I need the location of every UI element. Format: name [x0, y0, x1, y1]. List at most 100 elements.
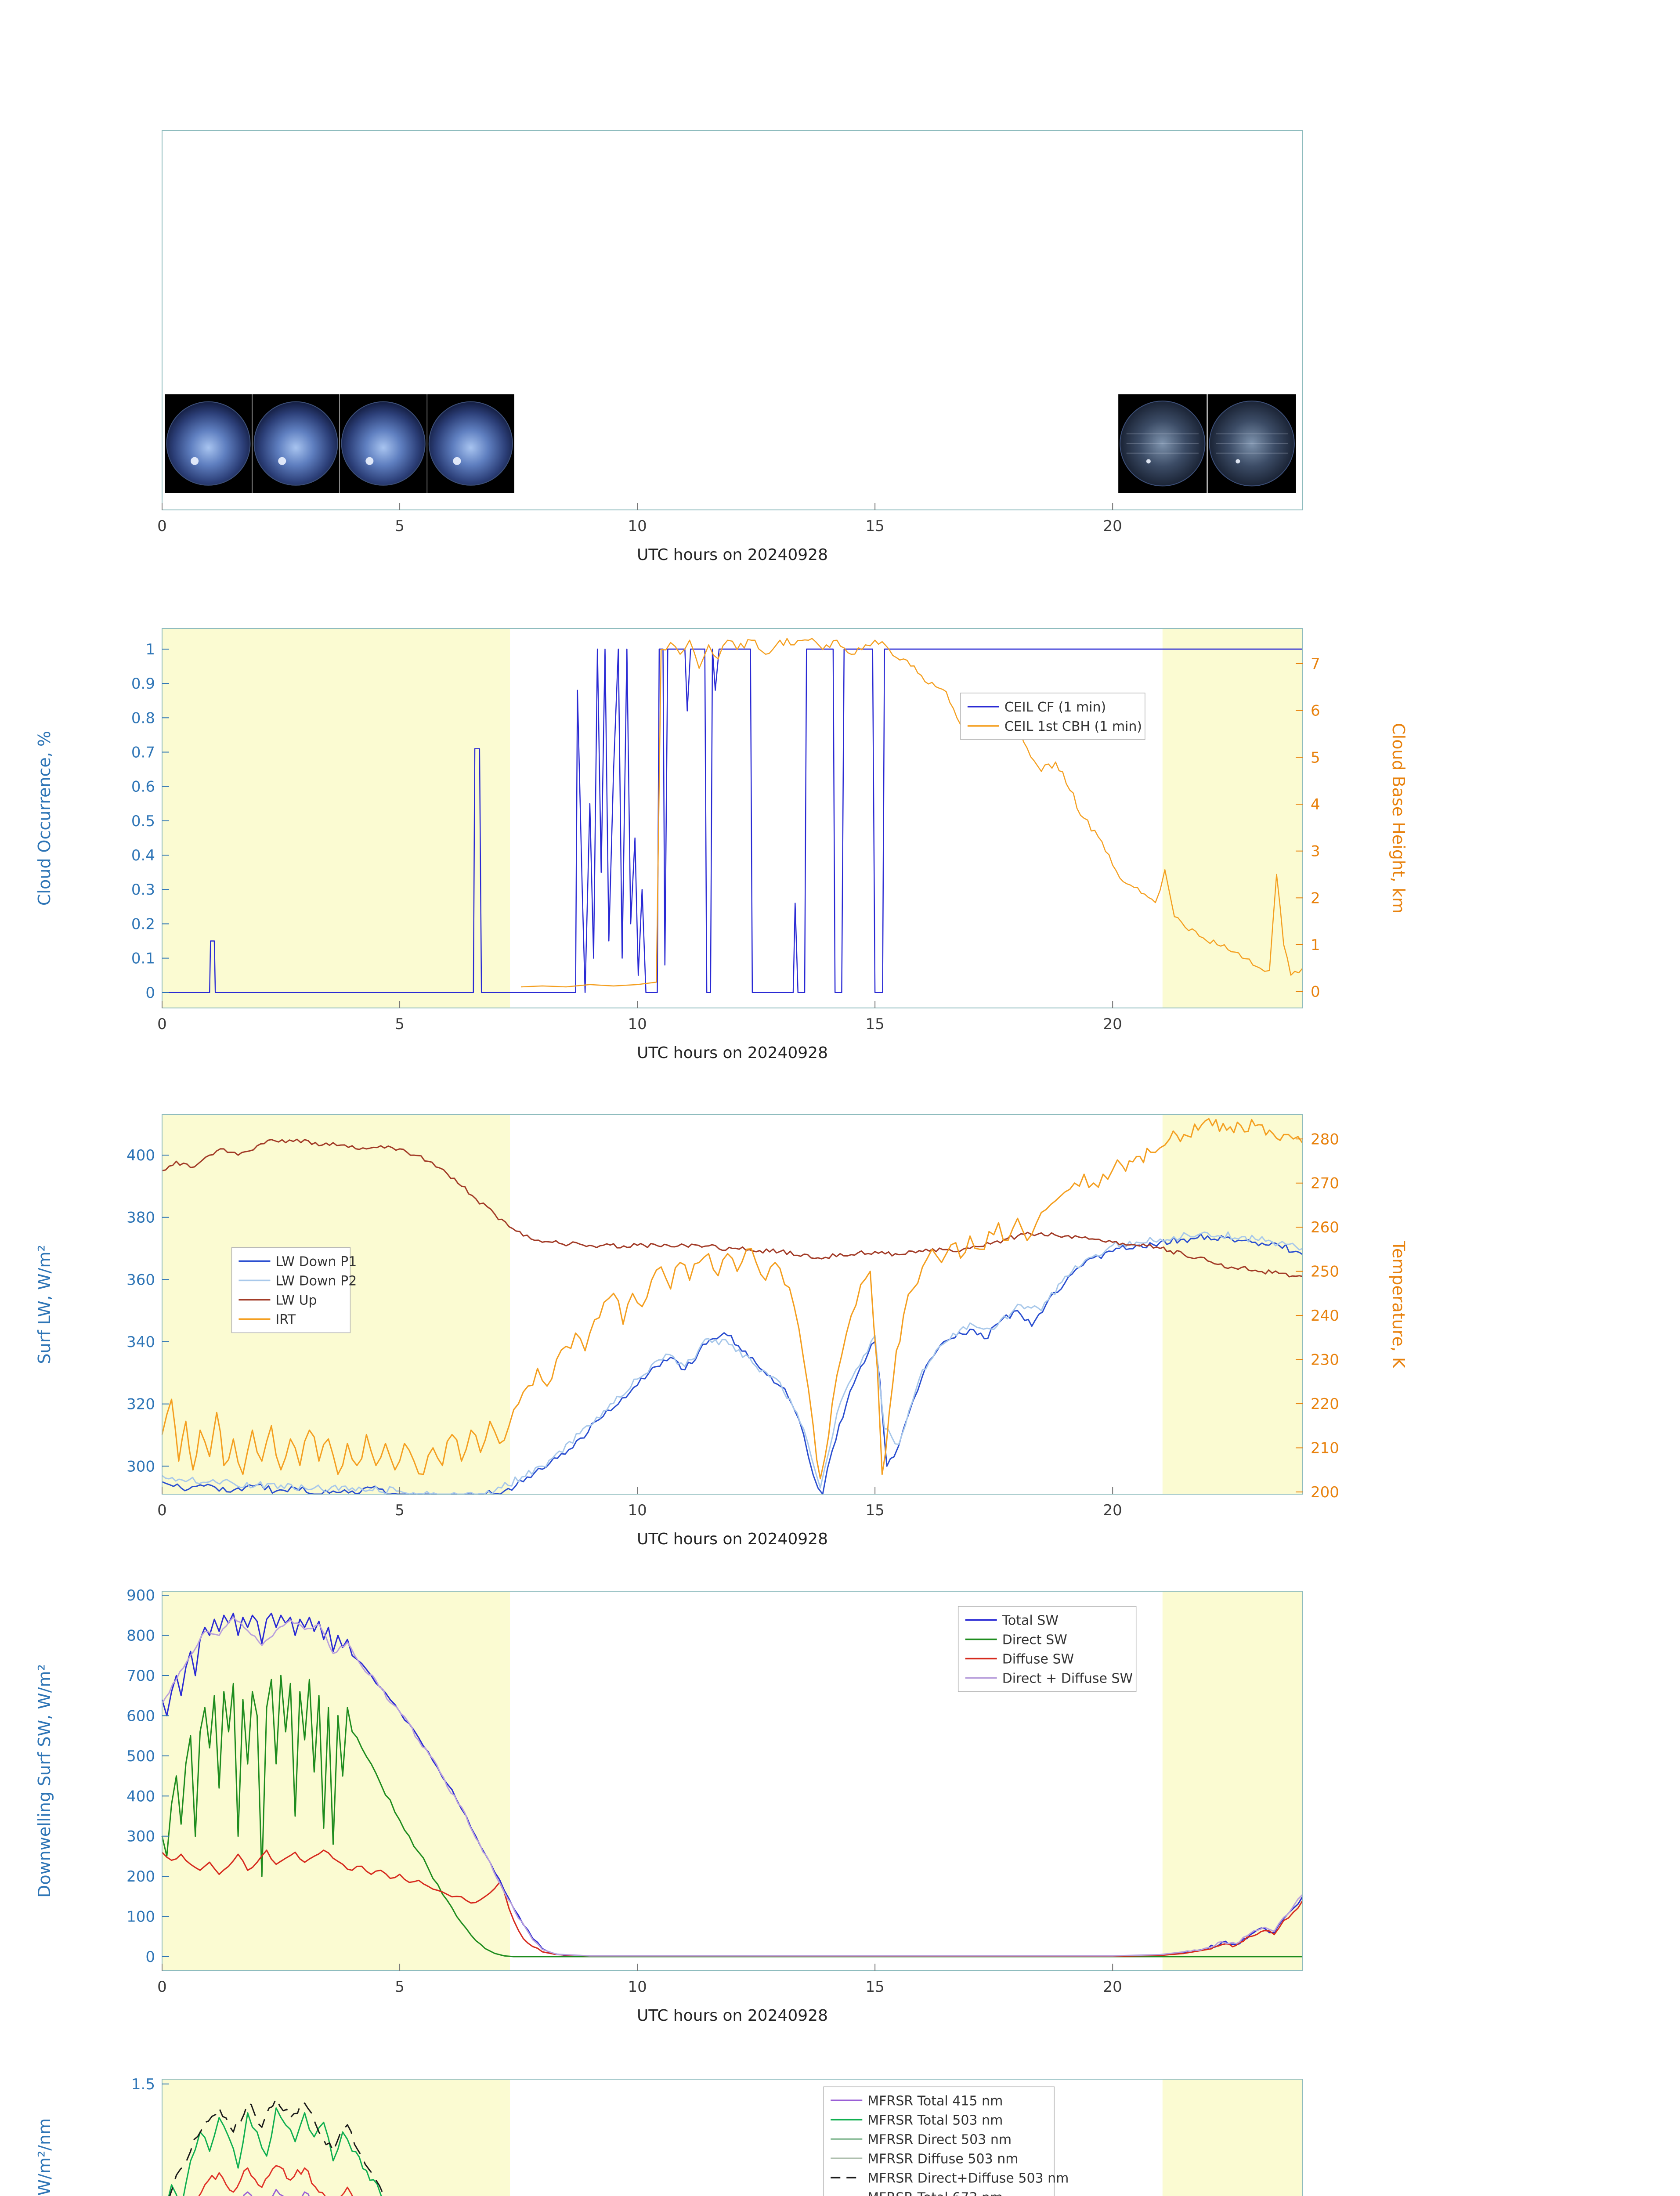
y-tick-label-left: 340 [126, 1333, 155, 1351]
y-tick-label-left: 300 [126, 1458, 155, 1475]
chart-surface-longwave: 0 5 10 15 20 300 320 340 360 380 400 200 210 220 230 24… [35, 1114, 1408, 1548]
legend-label: CEIL 1st CBH (1 min) [1004, 719, 1142, 734]
legend [823, 2086, 1055, 2196]
legend [960, 693, 1145, 740]
x-tick-label: 10 [628, 1978, 647, 1996]
shaded-region [1162, 1115, 1303, 1494]
x-tick-label: 20 [1103, 517, 1122, 535]
sun-glint-icon [1146, 459, 1151, 464]
x-tick-label: 10 [628, 1015, 647, 1033]
x-tick-label: 20 [1103, 1015, 1122, 1033]
y-tick-label-left: 0.3 [131, 881, 155, 899]
legend-label: IRT [275, 1312, 296, 1327]
x-tick-label: 15 [865, 1502, 884, 1519]
y-tick-label-right: 5 [1311, 749, 1320, 766]
y-tick-label-left: 0.6 [131, 778, 155, 796]
x-tick-label: 5 [395, 517, 405, 535]
sun-glint-icon [278, 457, 286, 465]
x-tick-label: 15 [865, 1978, 884, 1996]
y-axis-label-left: Downwelling Surf SW, W/m² [35, 1664, 54, 1898]
series-MFRSR Total 673 nm [198, 2165, 354, 2196]
y-tick-label-left: 0.8 [131, 709, 155, 727]
plot-box [162, 628, 1303, 1008]
sun-glint-icon [191, 457, 199, 465]
x-tick-label: 0 [157, 517, 167, 535]
x-axis-label: UTC hours on 20240928 [637, 2007, 828, 2025]
y-tick-label-left: 100 [126, 1908, 155, 1926]
x-tick-label: 0 [157, 1015, 167, 1033]
y-tick-label-left: 400 [126, 1788, 155, 1805]
x-tick-label: 20 [1103, 1502, 1122, 1519]
legend-label: CEIL CF (1 min) [1004, 700, 1106, 715]
y-tick-label-right: 230 [1311, 1351, 1339, 1369]
legend-label: Diffuse SW [1002, 1652, 1074, 1667]
y-tick-label-left: 360 [126, 1271, 155, 1289]
x-tick-label: 5 [395, 1502, 405, 1519]
legend-label: MFRSR Total 673 nm [867, 2190, 1003, 2196]
x-tick-label: 0 [157, 1502, 167, 1519]
y-tick-label-right: 200 [1311, 1484, 1339, 1501]
x-tick-label: 0 [157, 1978, 167, 1996]
legend-label: MFRSR Total 415 nm [867, 2093, 1003, 2109]
y-tick-label-right: 210 [1311, 1440, 1339, 1457]
y-tick-label-left: 1.5 [131, 2076, 155, 2093]
y-tick-label-left: 600 [126, 1707, 155, 1725]
y-axis-label-left: Surf LW, W/m² [35, 1245, 54, 1364]
y-axis-label-right: Temperature, K [1389, 1240, 1408, 1369]
shaded-region [1162, 1591, 1303, 1971]
shaded-region [1162, 2079, 1303, 2196]
sun-glint-icon [1236, 459, 1240, 464]
y-tick-label-right: 280 [1311, 1131, 1339, 1148]
sky-fisheye-image [253, 401, 338, 486]
y-tick-label-right: 250 [1311, 1263, 1339, 1281]
legend-label: MFRSR Direct 503 nm [867, 2132, 1012, 2147]
y-tick-label-left: 380 [126, 1209, 155, 1227]
chart-downwelling-shortwave: 0 5 10 15 200100200300400500600700800900Down… [35, 1587, 1304, 2025]
y-tick-label-left: 800 [126, 1627, 155, 1645]
x-tick-label: 5 [395, 1978, 405, 1996]
plot-box [162, 1114, 1303, 1495]
y-axis-label-left: Downwelling Narrowband, W/m²/nm [35, 2118, 54, 2196]
y-tick-label-right: 0 [1311, 983, 1320, 1001]
x-tick-label: 15 [865, 1015, 884, 1033]
series-Direct SW [161, 1675, 1303, 1958]
legend-label: MFRSR Diffuse 503 nm [867, 2151, 1018, 2167]
y-tick-label-right: 270 [1311, 1175, 1339, 1192]
y-tick-label-left: 0 [145, 984, 155, 1002]
legend-label: LW Down P2 [275, 1273, 357, 1289]
sun-glint-icon [365, 457, 374, 465]
series-MFRSR Total 503 nm [168, 2107, 382, 2196]
y-tick-label-left: 700 [126, 1667, 155, 1685]
shaded-region [1162, 628, 1303, 1008]
y-tick-label-left: 0.9 [131, 675, 155, 693]
series-LW Down P1 [162, 1233, 1303, 1495]
y-tick-label-right: 7 [1311, 655, 1320, 673]
y-tick-label-right: 4 [1311, 796, 1320, 813]
x-tick-label: 20 [1103, 1978, 1122, 1996]
shaded-region [162, 2079, 510, 2196]
legend-label: LW Down P1 [275, 1254, 357, 1269]
sky-fisheye-image [166, 401, 251, 486]
y-tick-label-left: 0.4 [131, 847, 155, 864]
panel-downwelling-shortwave: 0 5 10 15 20 0 100 200 300 400 500 600 700 800 900 Down… [0, 1574, 1680, 2037]
y-tick-label-left: 200 [126, 1868, 155, 1885]
panel-cloud-occurrence: 0 5 10 15 20 0 0.1 0.2 0.3 0.4 0.5 0.6 0.7 0.8 0.9 1 0 1 2… [0, 611, 1680, 1074]
chart-sky-camera-strip: 0 5 10 15 20 UTC hours on 20240928 [157, 130, 1303, 564]
panel-sky-camera-strip: 0 5 10 15 20 UTC hours on 20240928 [0, 113, 1680, 576]
shaded-region [162, 628, 510, 1008]
y-tick-label-left: 320 [126, 1396, 155, 1413]
plot-box [162, 1591, 1303, 1971]
series-IRT [161, 1118, 1304, 1480]
y-tick-label-right: 3 [1311, 843, 1320, 860]
sun-glint-icon [453, 457, 461, 465]
y-tick-label-left: 400 [126, 1147, 155, 1164]
plot-box [162, 2079, 1303, 2196]
legend-label: MFRSR Total 503 nm [867, 2113, 1003, 2128]
y-tick-label-right: 260 [1311, 1219, 1339, 1236]
y-tick-label-right: 6 [1311, 702, 1320, 720]
panel-surface-longwave: 0 5 10 15 20 300 320 340 360 380 400 200 210 220 230 24… [0, 1097, 1680, 1560]
x-tick-label: 15 [865, 517, 884, 535]
x-axis-label: UTC hours on 20240928 [637, 546, 828, 564]
